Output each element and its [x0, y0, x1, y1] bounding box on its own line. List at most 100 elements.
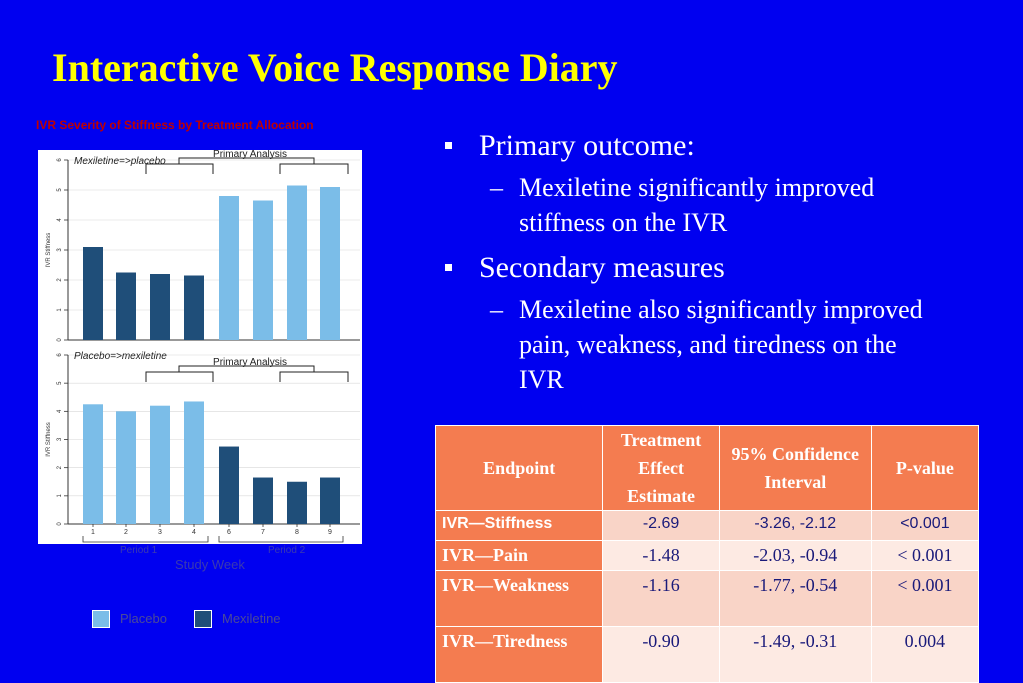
- bracket: [279, 371, 349, 382]
- y-tick-label: 2: [57, 278, 63, 282]
- bar: [184, 275, 204, 340]
- results-table: Endpoint Treatment Effect Estimate 95% C…: [434, 425, 980, 683]
- x-tick-label: 1: [91, 529, 95, 536]
- table-row: IVR—Stiffness -2.69 -3.26, -2.12 <0.001: [434, 510, 980, 541]
- legend-label-placebo: Placebo: [120, 611, 167, 626]
- bar: [287, 481, 307, 524]
- cell-estimate: -1.16: [602, 570, 720, 627]
- header-p-value: P-value: [870, 425, 980, 511]
- bar: [116, 411, 136, 524]
- panel-label: Placebo=>mexiletine: [74, 351, 167, 362]
- stiffness-bar-chart: 0 1 2 3 4 5 6 IVR Stiffness Mexiletine=>placebo P…: [38, 149, 362, 544]
- square-bullet-icon: [445, 142, 452, 149]
- period-bracket: [218, 536, 344, 543]
- cell-ci: -2.03, -0.94: [718, 540, 872, 571]
- bullet-primary-outcome: Primary outcome:: [445, 128, 1005, 164]
- table-row: IVR—Weakness -1.16 -1.77, -0.54 < 0.001: [434, 570, 980, 627]
- y-tick-label: 1: [57, 494, 63, 498]
- bracket: [279, 163, 349, 174]
- bar: [219, 446, 239, 524]
- bracket-connector: [178, 365, 315, 372]
- bar: [150, 274, 170, 340]
- bullet-list: Primary outcome: – Mexiletine significan…: [445, 128, 1005, 407]
- sub-bullet-secondary: – Mexiletine also significantly improved…: [445, 292, 939, 397]
- x-tick-label: 7: [261, 529, 265, 536]
- bracket-label: Primary Analysis: [213, 150, 287, 160]
- bar: [184, 401, 204, 524]
- x-tick-label: 3: [158, 529, 162, 536]
- sub-bullet-text: Mexiletine significantly improved stiffn…: [519, 173, 875, 237]
- y-tick-label: 4: [57, 218, 63, 222]
- y-tick-label: 5: [57, 381, 63, 385]
- bullet-text: Secondary measures: [479, 251, 725, 284]
- header-endpoint: Endpoint: [434, 425, 604, 511]
- cell-estimate: -0.90: [602, 626, 720, 683]
- y-tick-label: 1: [57, 308, 63, 312]
- cell-estimate: -1.48: [602, 540, 720, 571]
- y-tick-label: 5: [57, 188, 63, 192]
- dash-bullet-icon: –: [490, 295, 503, 324]
- bar: [150, 405, 170, 524]
- bracket-label: Primary Analysis: [213, 357, 287, 368]
- header-confidence-interval: 95% Confidence Interval: [718, 425, 872, 511]
- bar: [287, 185, 307, 340]
- bar: [320, 477, 340, 524]
- bullet-secondary-measures: Secondary measures: [445, 250, 1005, 286]
- y-tick-label: 0: [57, 522, 63, 526]
- y-tick-label: 2: [57, 465, 63, 469]
- cell-estimate: -2.69: [602, 510, 720, 541]
- x-tick-label: 6: [227, 529, 231, 536]
- bar: [219, 196, 239, 340]
- cell-ci: -1.77, -0.54: [718, 570, 872, 627]
- dash-bullet-icon: –: [490, 173, 503, 202]
- bracket-connector: [178, 157, 315, 164]
- bar: [320, 187, 340, 340]
- period-bracket: [82, 536, 209, 543]
- y-axis-label: IVR Stiffness: [46, 422, 52, 457]
- table-row: IVR—Tiredness -0.90 -1.49, -0.31 0.004: [434, 626, 980, 683]
- chart-title: IVR Severity of Stiffness by Treatment A…: [36, 118, 314, 132]
- bar: [83, 247, 103, 340]
- legend-swatch-placebo: [92, 610, 110, 628]
- cell-p-value: < 0.001: [870, 540, 980, 571]
- legend-swatch-mexiletine: [194, 610, 212, 628]
- legend-label-mexiletine: Mexiletine: [222, 611, 281, 626]
- y-tick-label: 0: [57, 338, 63, 342]
- x-tick-label: 4: [192, 529, 196, 536]
- y-tick-label: 3: [57, 437, 63, 441]
- cell-p-value: < 0.001: [870, 570, 980, 627]
- sub-bullet-primary: – Mexiletine significantly improved stif…: [445, 170, 939, 240]
- slide-title: Interactive Voice Response Diary: [52, 45, 618, 90]
- panel-label: Mexiletine=>placebo: [74, 156, 166, 167]
- y-axis-label: IVR Stiffness: [46, 233, 52, 268]
- bar: [116, 272, 136, 340]
- header-effect-estimate: Treatment Effect Estimate: [602, 425, 720, 511]
- x-tick-label: 2: [124, 529, 128, 536]
- bracket: [145, 371, 214, 382]
- y-tick-label: 4: [57, 409, 63, 413]
- cell-ci: -3.26, -2.12: [718, 510, 872, 541]
- bar: [253, 200, 273, 340]
- sub-bullet-text: Mexiletine also significantly improved p…: [519, 295, 923, 394]
- x-tick-label: 9: [328, 529, 332, 536]
- cell-p-value: 0.004: [870, 626, 980, 683]
- cell-endpoint: IVR—Stiffness: [434, 510, 604, 541]
- cell-endpoint: IVR—Weakness: [434, 570, 604, 627]
- y-tick-label: 3: [57, 248, 63, 252]
- x-tick-label: 8: [295, 529, 299, 536]
- period-label: Period 1: [120, 545, 158, 556]
- y-tick-label: 6: [57, 353, 63, 357]
- period-label: Period 2: [268, 545, 306, 556]
- cell-endpoint: IVR—Pain: [434, 540, 604, 571]
- cell-endpoint: IVR—Tiredness: [434, 626, 604, 683]
- bar: [253, 477, 273, 524]
- bar: [83, 404, 103, 524]
- y-tick-label: 6: [57, 158, 63, 162]
- cell-ci: -1.49, -0.31: [718, 626, 872, 683]
- chart-canvas: 0 1 2 3 4 5 6 IVR Stiffness Mexiletine=>placebo P…: [46, 149, 360, 543]
- x-axis-label: Study Week: [175, 557, 245, 572]
- cell-p-value: <0.001: [870, 510, 980, 541]
- square-bullet-icon: [445, 264, 452, 271]
- table-row: IVR—Pain -1.48 -2.03, -0.94 < 0.001: [434, 540, 980, 571]
- table-header-row: Endpoint Treatment Effect Estimate 95% C…: [434, 425, 980, 511]
